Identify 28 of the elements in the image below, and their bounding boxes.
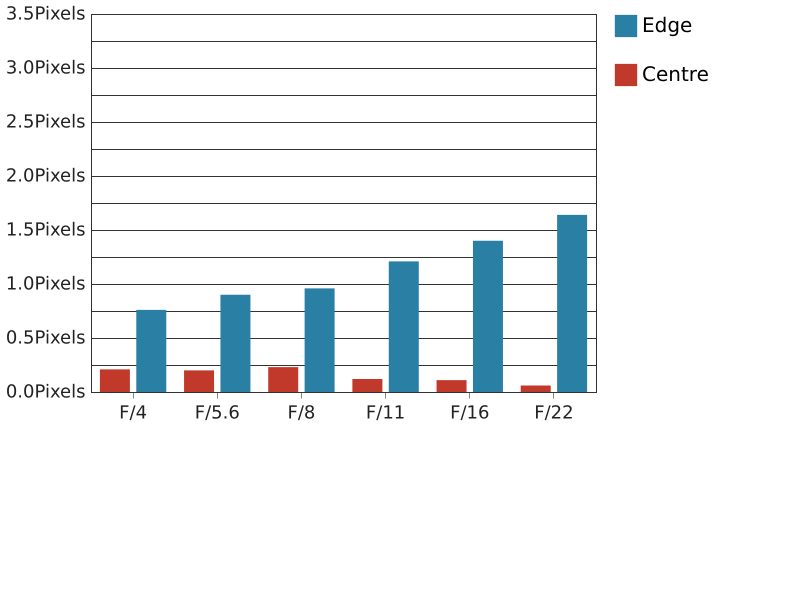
y-tick-label: 3.0Pixels [6, 58, 86, 78]
x-tick-label: F/11 [366, 402, 406, 424]
y-tick-label: 3.5Pixels [6, 4, 86, 24]
bar [136, 310, 166, 392]
bar [220, 294, 250, 392]
x-tick-label: F/8 [287, 402, 316, 424]
bar [520, 386, 551, 392]
x-tick-label: F/16 [450, 402, 490, 424]
bar [100, 369, 130, 392]
bar [268, 367, 298, 392]
bar [557, 214, 588, 392]
y-tick-label: 0.5Pixels [6, 328, 86, 348]
bar [184, 370, 214, 392]
bar [304, 288, 335, 392]
x-tick-label: F/5.6 [194, 402, 240, 424]
legend-label: Edge [642, 13, 692, 37]
y-tick-label: 1.5Pixels [6, 220, 86, 240]
bar [388, 261, 419, 392]
y-tick-label: 1.0Pixels [6, 274, 86, 294]
y-tick-label: 2.0Pixels [6, 166, 86, 186]
y-tick-label: 0.0Pixels [6, 382, 86, 402]
legend-label: Centre [642, 62, 709, 86]
x-tick-label: F/4 [119, 402, 148, 424]
bar [472, 240, 503, 392]
y-tick-label: 2.5Pixels [6, 112, 86, 132]
bar [436, 380, 467, 392]
x-tick-label: F/22 [534, 402, 574, 424]
bar [352, 379, 382, 392]
